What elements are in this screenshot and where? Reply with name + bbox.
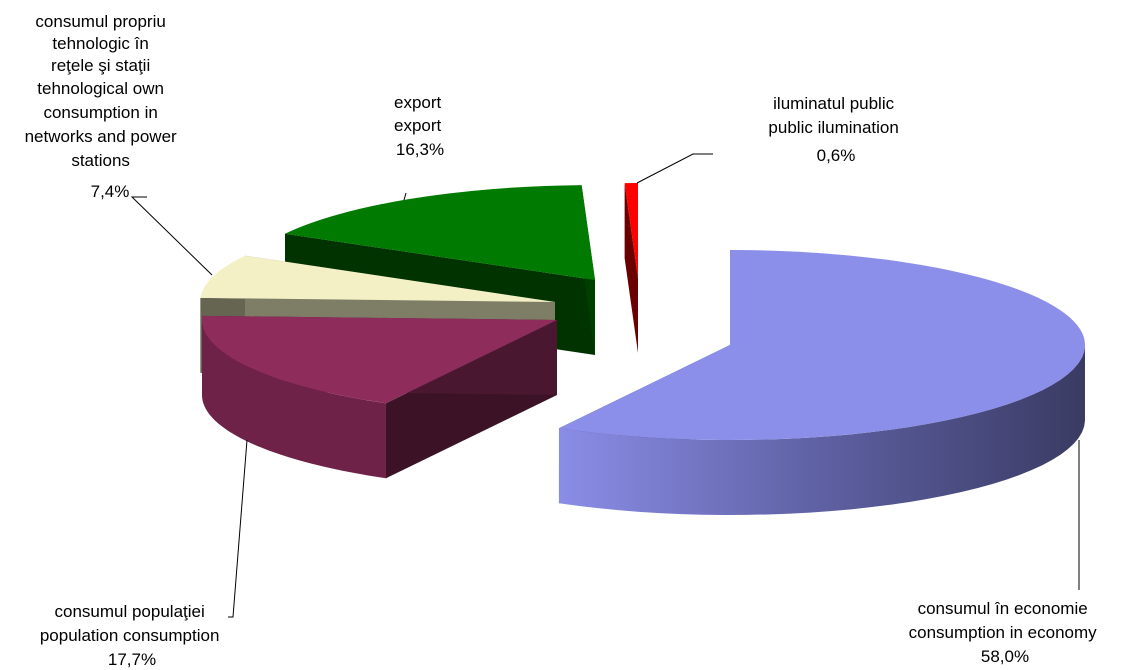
slice-outer-wall-population [202, 319, 386, 479]
slice-outer-wall-economy [558, 345, 1085, 515]
slice-label-public-lighting: iluminatul public public ilumination 0,6… [768, 94, 903, 165]
slice-label-economy: consumul în economie consumption in econ… [909, 599, 1102, 666]
slice-label-export: export export 16,3% [394, 93, 446, 159]
leader-line-population [228, 439, 248, 618]
leader-line-export [403, 192, 407, 201]
pie-slice-public-lighting [624, 183, 638, 353]
slice-top-population [202, 315, 558, 404]
slice-top-public-lighting [624, 183, 638, 278]
leader-line-own-consumption [130, 196, 213, 276]
slice-top-export [284, 185, 595, 280]
slice-top-own-consumption [200, 255, 555, 302]
slice-label-own-consumption: consumul propriu tehnologic în reţele şi… [25, 12, 182, 201]
slice-label-population: consumul populaţiei population consumpti… [40, 602, 224, 669]
slice-wall-public-lighting-0 [624, 183, 638, 353]
leader-line-public-lighting [636, 153, 713, 184]
slice-top-economy [558, 250, 1085, 440]
pie-top-faces [200, 183, 1085, 440]
